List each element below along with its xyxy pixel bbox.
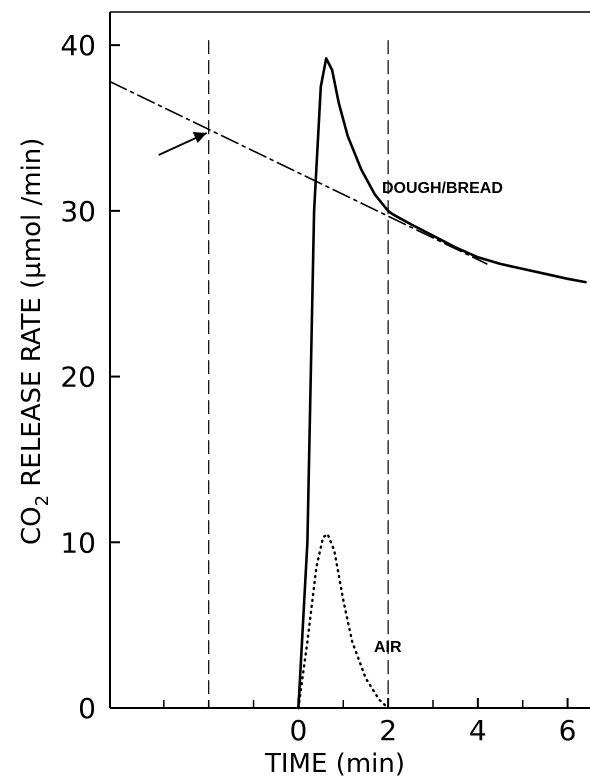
series-line-solid [297, 57, 587, 710]
y-axis-label: CO2 RELEASE RATE (µmol /min) [17, 138, 53, 545]
x-tick-label: 4 [469, 714, 487, 747]
dough-bread-label: DOUGH/BREAD [382, 180, 503, 197]
arrow-head [192, 132, 207, 143]
y-tick-label: 40 [60, 29, 96, 62]
x-tick-label: 0 [289, 714, 307, 747]
y-axis-label-rest: RELEASE RATE (µmol /min) [17, 138, 47, 495]
x-tick-label: 2 [379, 714, 397, 747]
y-tick-label: 10 [60, 526, 96, 559]
series-line-dash-dot [109, 80, 488, 265]
ticks [110, 44, 569, 709]
arrow-annotation [158, 132, 208, 156]
series-group [109, 57, 587, 710]
y-axis-label-co: CO [17, 506, 47, 545]
tick-labels: 0 10 20 30 40 0 2 4 6 [60, 29, 576, 747]
series-line-dotted [297, 532, 390, 710]
y-tick-label: 30 [60, 195, 96, 228]
axes-frame [109, 11, 590, 709]
vertical-markers [208, 40, 389, 708]
x-tick-label: 6 [559, 714, 577, 747]
x-axis-label: TIME (min) [264, 749, 405, 779]
air-label: AIR [374, 639, 402, 656]
y-tick-label: 0 [78, 692, 96, 725]
y-axis-label-subscript: 2 [32, 495, 53, 506]
y-tick-label: 20 [60, 361, 96, 394]
